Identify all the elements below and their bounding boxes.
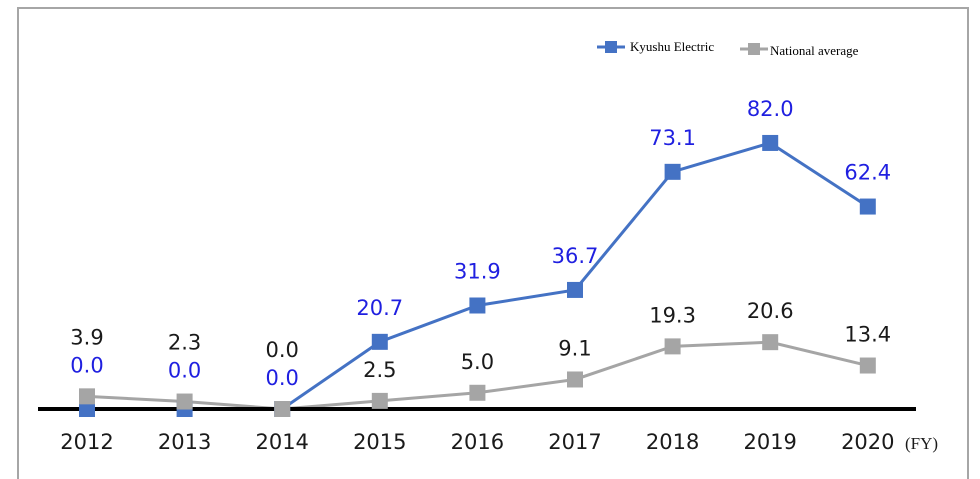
x-tick-label: 2018 [646,430,699,454]
data-label: 3.9 [70,325,103,349]
data-label: 0.0 [168,359,201,383]
legend-marker [605,41,617,53]
marker [762,134,779,151]
x-tick-label: 2014 [255,430,308,454]
marker [469,384,486,401]
legend-label: National average [770,43,859,58]
x-tick-label: 2019 [743,430,796,454]
marker [567,281,583,298]
marker [859,357,876,374]
x-unit: (FY) [905,434,938,453]
data-label: 13.4 [844,323,891,347]
data-label: 31.9 [454,260,501,284]
marker [176,393,193,410]
data-label: 82.0 [747,97,794,121]
data-label: 0.0 [265,366,298,390]
marker [859,198,876,215]
marker [371,333,388,350]
marker [371,392,388,409]
marker [79,388,95,405]
x-tick-label: 2015 [353,430,406,454]
data-label: 19.3 [649,303,696,327]
data-label: 20.7 [356,296,403,320]
legend-label: Kyushu Electric [630,39,714,54]
data-label: 2.5 [363,358,396,382]
marker [664,163,681,180]
x-tick-label: 2017 [548,430,601,454]
data-label: 2.3 [168,331,201,355]
marker [567,371,583,388]
data-label: 0.0 [265,338,298,362]
data-label: 73.1 [649,126,696,150]
data-label: 5.0 [461,350,494,374]
x-tick-label: 2020 [841,430,894,454]
marker [762,334,779,351]
legend-marker [748,43,760,55]
marker [274,401,291,417]
data-label: 0.0 [70,353,103,377]
x-tick-label: 2012 [60,430,113,454]
data-label: 62.4 [844,161,891,185]
x-tick-label: 2013 [158,430,211,454]
data-label: 36.7 [552,244,599,268]
marker [79,401,95,417]
marker [664,338,681,355]
x-tick-label: 2016 [451,430,504,454]
data-label: 9.1 [558,336,591,360]
marker [469,297,486,314]
data-label: 20.6 [747,299,794,323]
